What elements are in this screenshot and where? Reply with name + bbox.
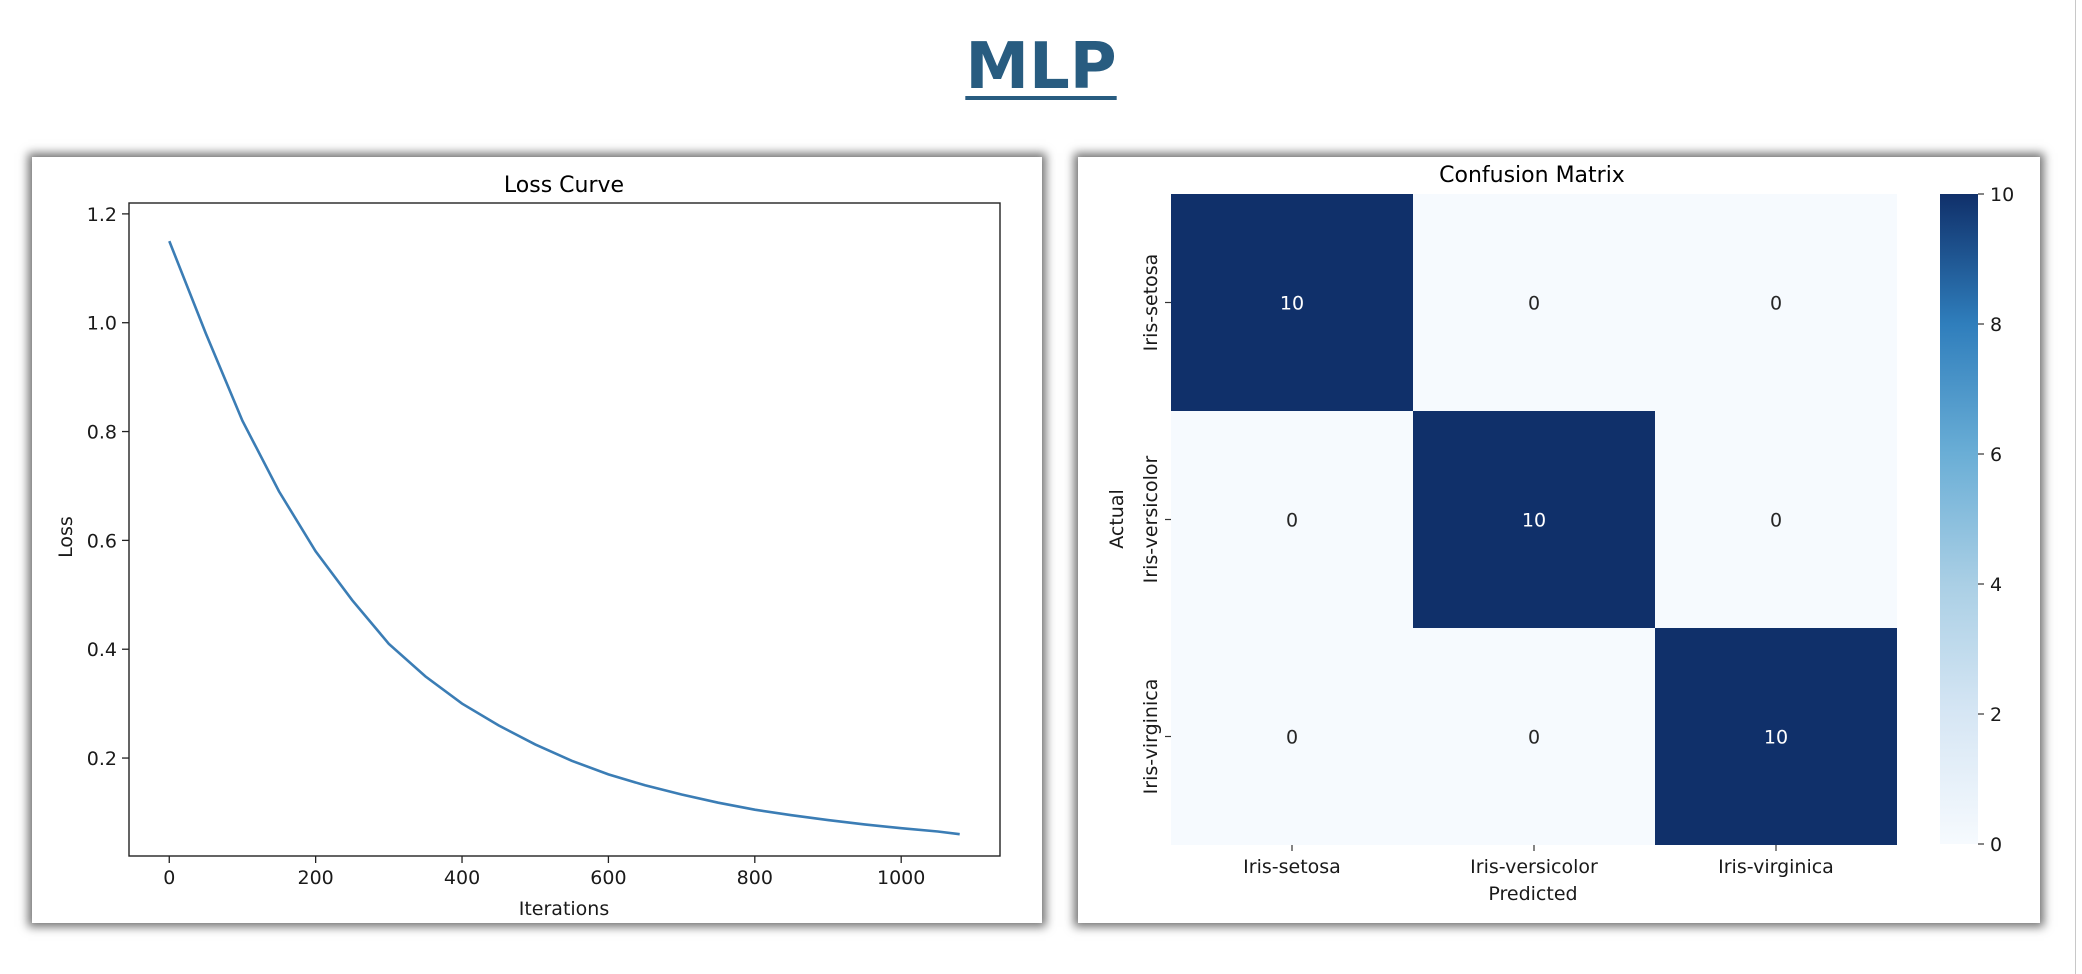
y-tick-label: 0.8: [87, 422, 117, 444]
matrix-cell-value: 0: [1286, 727, 1298, 749]
matrix-cell: [1413, 411, 1655, 628]
matrix-cell-value: 10: [1522, 510, 1546, 532]
colorbar-tick-label: 10: [1990, 184, 2014, 206]
y-category-label: Iris-setosa: [1140, 254, 1162, 352]
confusion-x-axis-label: Predicted: [1488, 883, 1577, 905]
loss-y-axis-label: Loss: [55, 516, 77, 558]
confusion-matrix-panel: Confusion Matrix 10 0 0 0 10 0 0 0 10 Iris-setos…: [1078, 157, 2040, 923]
y-tick-label: 0.6: [87, 530, 117, 552]
page-title-text: MLP: [965, 30, 1117, 104]
x-category-label: Iris-setosa: [1243, 856, 1341, 878]
x-tick-label: 600: [590, 867, 626, 889]
x-tick-label: 400: [444, 867, 480, 889]
matrix-cell: [1171, 628, 1413, 845]
confusion-chart-title: Confusion Matrix: [1439, 163, 1625, 188]
x-category-label: Iris-versicolor: [1470, 856, 1598, 878]
matrix-cell-value: 0: [1528, 293, 1540, 315]
matrix-cell: [1655, 194, 1897, 411]
y-tick-label: 0.2: [87, 748, 117, 770]
colorbar: [1940, 194, 1978, 844]
confusion-y-axis-label: Actual: [1106, 489, 1128, 549]
y-tick-label: 0.4: [87, 639, 117, 661]
matrix-cell-value: 0: [1770, 510, 1782, 532]
page-title: MLP: [0, 30, 2082, 104]
matrix-cell-value: 10: [1280, 293, 1304, 315]
colorbar-tick-label: 4: [1990, 574, 2002, 596]
matrix-cell: [1655, 628, 1897, 845]
colorbar-tick-label: 2: [1990, 704, 2002, 726]
loss-series-line: [168, 240, 960, 836]
page-scrollbar[interactable]: [2075, 0, 2082, 974]
y-tick-label: 1.2: [87, 204, 117, 226]
matrix-cell-value: 0: [1528, 727, 1540, 749]
x-tick-label: 800: [737, 867, 773, 889]
colorbar-tick-label: 8: [1990, 314, 2002, 336]
confusion-matrix-chart: Confusion Matrix 10 0 0 0 10 0 0 0 10 Iris-setos…: [1106, 163, 2014, 905]
x-tick-label: 0: [163, 867, 175, 889]
x-tick-label: 1000: [877, 867, 925, 889]
loss-x-axis-label: Iterations: [519, 898, 610, 920]
y-category-label: Iris-virginica: [1140, 679, 1162, 795]
matrix-cell: [1413, 194, 1655, 411]
y-tick-label: 1.0: [87, 313, 117, 335]
matrix-cell-value: 10: [1764, 727, 1788, 749]
y-category-label: Iris-versicolor: [1140, 455, 1162, 583]
loss-chart-title: Loss Curve: [504, 173, 624, 198]
matrix-cell: [1413, 628, 1655, 845]
loss-curve-panel: Loss Curve 0 200 400 600 800 1000 0.2 0.4 0.6 0.8…: [32, 157, 1042, 923]
matrix-cell: [1171, 411, 1413, 628]
matrix-cell: [1171, 194, 1413, 411]
colorbar-tick-label: 6: [1990, 444, 2002, 466]
matrix-cell-value: 0: [1770, 293, 1782, 315]
x-tick-label: 200: [298, 867, 334, 889]
matrix-cell: [1655, 411, 1897, 628]
colorbar-tick-label: 0: [1990, 834, 2002, 856]
loss-plot-frame: [128, 202, 1001, 857]
matrix-cell-value: 0: [1286, 510, 1298, 532]
loss-curve-chart: Loss Curve 0 200 400 600 800 1000 0.2 0.4 0.6 0.8…: [55, 173, 1001, 920]
x-category-label: Iris-virginica: [1718, 856, 1834, 878]
